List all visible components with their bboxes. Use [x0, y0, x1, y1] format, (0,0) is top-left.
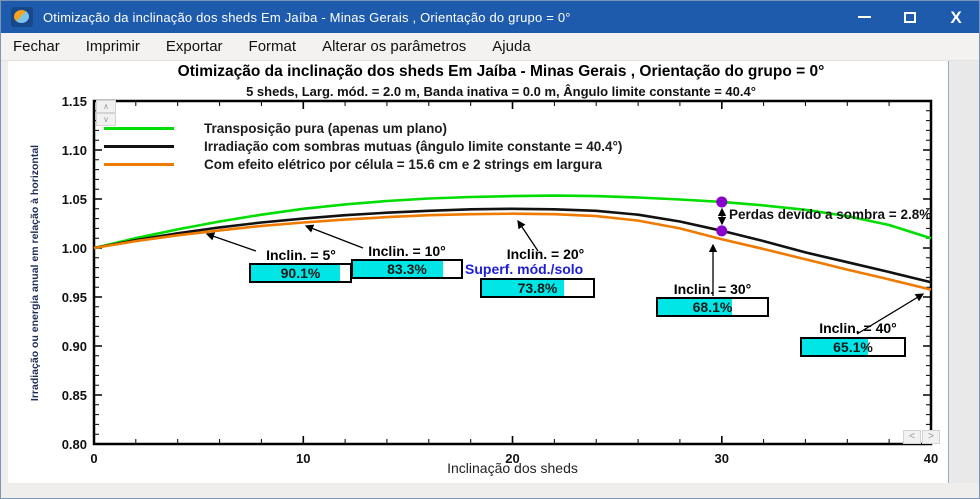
- legend-item: Transposição pura (apenas um plano): [104, 119, 622, 137]
- annotation-label-5deg: Inclin. = 5°: [266, 247, 336, 263]
- y-scroll-spinner: ∧ ∨: [96, 100, 116, 126]
- minimize-button[interactable]: [841, 1, 887, 33]
- app-icon: [11, 7, 33, 27]
- annotation-label-10deg: Inclin. = 10°: [368, 243, 446, 259]
- annotation-label-40deg: Inclin. = 40°: [819, 320, 897, 336]
- legend-item: Irradiação com sombras mutuas (ângulo li…: [104, 137, 622, 155]
- annotation-label-30deg: Inclin. = 30°: [673, 281, 752, 297]
- chevron-up-icon: ∧: [103, 101, 109, 111]
- scroll-up-button[interactable]: ∧: [96, 100, 116, 113]
- menu-item-fechar[interactable]: Fechar: [13, 38, 60, 55]
- legend-item: Com efeito elétrico por célula = 15.6 cm…: [104, 155, 622, 173]
- sun-icon: [14, 10, 29, 23]
- menu-item-alterar-os-par-metros[interactable]: Alterar os parâmetros: [322, 38, 467, 55]
- pct-box: 68.1%: [656, 297, 769, 317]
- legend-label: Irradiação com sombras mutuas (ângulo li…: [204, 138, 623, 154]
- pct-box: 65.1%: [800, 337, 906, 357]
- window-title: Otimização da inclinação dos sheds Em Ja…: [43, 9, 571, 25]
- menu-item-exportar[interactable]: Exportar: [165, 38, 223, 55]
- pct-box: 83.3%: [351, 259, 463, 279]
- pct-fill: [802, 339, 869, 355]
- minimize-icon: [857, 16, 871, 18]
- pct-fill: [251, 265, 341, 281]
- menu-bar: Fechar Imprimir Exportar Format Alterar os p…: [1, 33, 979, 61]
- pct-fill: [353, 261, 443, 277]
- chevron-down-icon: ∨: [103, 114, 109, 124]
- chevron-right-icon: >: [928, 431, 934, 442]
- legend-label: Transposição pura (apenas um plano): [204, 120, 448, 136]
- legend-line-swatch: [104, 162, 174, 166]
- annotation-sublabel-surface-ratio: Superf. mód./solo: [465, 261, 584, 277]
- chart-subtitle: 5 sheds, Larg. mód. = 2.0 m, Banda inati…: [246, 84, 756, 99]
- annotation-label-20deg: Inclin. = 20°: [506, 246, 585, 262]
- left-gutter: [1, 61, 8, 498]
- close-button[interactable]: X: [933, 1, 979, 33]
- pct-value: 90.1%: [280, 265, 321, 281]
- shading-loss-label: Perdas devido a sombra = 2.8%: [729, 207, 932, 222]
- close-icon: X: [950, 7, 962, 27]
- pct-box: 90.1%: [249, 263, 352, 283]
- pct-fill: [482, 280, 564, 296]
- scroll-down-button[interactable]: ∨: [96, 113, 116, 126]
- scroll-left-button[interactable]: <: [903, 430, 921, 444]
- title-bar: Otimização da inclinação dos sheds Em Ja…: [1, 1, 979, 33]
- pct-value: 73.8%: [517, 280, 558, 296]
- x-axis-title: Inclinação dos sheds: [447, 460, 578, 476]
- pct-fill: [658, 299, 733, 315]
- pct-value: 68.1%: [692, 299, 733, 315]
- scroll-right-button[interactable]: >: [922, 430, 940, 444]
- legend-label: Com efeito elétrico por célula = 15.6 cm…: [204, 156, 603, 172]
- menu-item-ajuda[interactable]: Ajuda: [492, 38, 531, 55]
- chevron-left-icon: <: [909, 431, 915, 442]
- legend: Transposição pura (apenas um plano) Irrad…: [104, 119, 622, 173]
- maximize-button[interactable]: [887, 1, 933, 33]
- menu-item-format[interactable]: Format: [248, 38, 297, 55]
- legend-line-swatch: [104, 126, 174, 130]
- maximize-icon: [904, 11, 916, 23]
- pct-value: 65.1%: [833, 339, 873, 355]
- bottom-gutter: [1, 483, 979, 498]
- chart-title: Otimização da inclinação dos sheds Em Ja…: [177, 63, 825, 80]
- pct-value: 83.3%: [387, 261, 427, 277]
- x-scroll-spinner: < >: [902, 430, 940, 444]
- window-controls: X: [841, 1, 979, 33]
- menu-item-imprimir[interactable]: Imprimir: [85, 38, 140, 55]
- legend-line-swatch: [104, 144, 174, 148]
- pct-box: 73.8%: [480, 278, 595, 298]
- right-gutter: [948, 61, 979, 498]
